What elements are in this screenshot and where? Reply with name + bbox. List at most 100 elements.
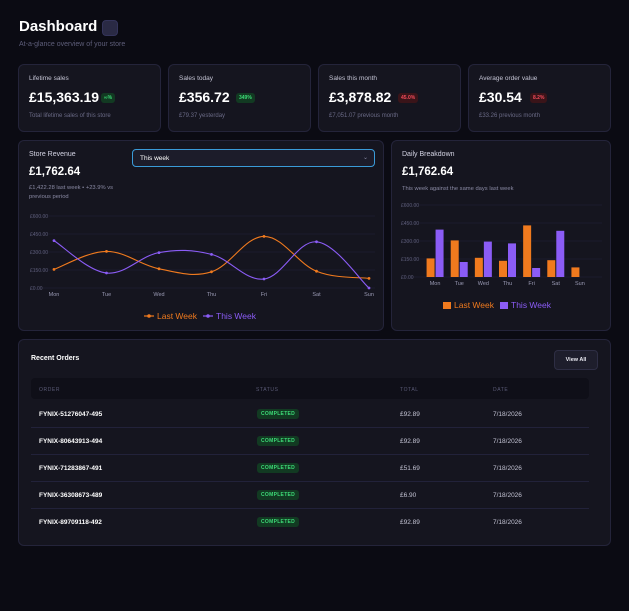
data-point[interactable] [52,268,56,271]
revenue-legend: Last Week This Week [144,311,256,321]
kpi-footnote: £7,051.07 previous month [329,113,399,119]
bar-this-week[interactable] [435,229,444,277]
bar-last-week[interactable] [571,267,580,277]
order-id[interactable]: FYNIX-51276047-495 [39,411,103,418]
trend-badge: 8.2% [530,93,548,103]
order-id[interactable]: FYNIX-71283867-491 [39,465,103,472]
order-total: £92.89 [400,519,420,526]
legend-marker-this-week [203,314,214,318]
data-point[interactable] [105,250,108,253]
order-id[interactable]: FYNIX-80643913-494 [39,438,103,445]
y-tick-label: £600.00 [30,214,48,220]
data-point[interactable] [210,270,213,274]
x-tick-label: Sat [312,292,321,298]
y-tick-label: £450.00 [401,221,419,227]
x-tick-label: Wed [478,281,489,287]
table-row[interactable]: FYNIX-36308673-489 COMPLETED £6.90 7/18/… [31,482,589,509]
data-point[interactable] [52,239,56,242]
bar-this-week[interactable] [508,243,516,277]
column-header-date[interactable]: DATE [493,387,509,393]
y-tick-label: £0.00 [401,275,414,281]
status-badge: COMPLETED [257,490,300,500]
order-id[interactable]: FYNIX-36308673-489 [39,492,103,499]
bar-this-week[interactable] [459,262,468,277]
table-header: ORDER STATUS TOTAL DATE [31,378,589,399]
table-row[interactable]: FYNIX-71283867-491 COMPLETED £51.69 7/18… [31,455,589,482]
store-revenue-panel: Store Revenue £1,762.64 £1,422.28 last w… [18,140,384,331]
status-badge: COMPLETED [257,409,300,419]
bar-this-week[interactable] [483,241,492,277]
x-tick-label: Thu [503,281,512,287]
order-id[interactable]: FYNIX-89709118-492 [39,519,102,526]
bar-last-week[interactable] [547,260,556,277]
y-tick-label: £300.00 [401,239,419,245]
data-point[interactable] [262,235,266,238]
legend-label: Last Week [157,311,198,321]
kpi-value: £356.72 [179,89,230,105]
trend-badge: 45.0% [398,93,419,103]
table-row[interactable]: FYNIX-51276047-495 COMPLETED £92.89 7/18… [31,401,589,428]
breakdown-subtitle: This week against the same days last wee… [402,186,514,192]
order-date: 7/18/2026 [493,411,522,418]
bar-last-week[interactable] [523,225,532,277]
bar-this-week[interactable] [532,268,541,277]
kpi-footnote: Total lifetime sales of this store [29,113,111,119]
legend-marker-last-week [144,314,154,318]
kpi-label: Average order value [479,75,538,82]
view-all-button[interactable]: View All [554,350,598,370]
data-point[interactable] [315,240,318,244]
table-row[interactable]: FYNIX-80643913-494 COMPLETED £92.89 7/18… [31,428,589,455]
kpi-card-sales-today: Sales today £356.72 349% £79.37 yesterda… [168,64,311,132]
y-tick-label: £150.00 [30,268,48,274]
table-row[interactable]: FYNIX-89709118-492 COMPLETED £92.89 7/18… [31,509,589,536]
order-total: £6.90 [400,492,417,499]
series-line-last-week [53,235,370,279]
legend-marker-this-week [500,301,509,309]
order-date: 7/18/2026 [493,465,522,472]
kpi-card-average-order-value: Average order value £30.54 8.2% £33.26 p… [468,64,611,132]
legend-marker-last-week [443,301,451,309]
x-tick-label: Sun [575,281,585,287]
column-header-order[interactable]: ORDER [39,387,61,393]
data-point[interactable] [157,251,161,254]
status-badge: COMPLETED [257,436,300,446]
data-point[interactable] [315,269,318,273]
bar-last-week[interactable] [474,257,483,277]
order-date: 7/18/2026 [493,492,522,499]
bar-last-week[interactable] [499,260,507,277]
order-date: 7/18/2026 [493,519,522,526]
revenue-comparison-line1: £1,422.28 last week • +23.9% vs [29,185,114,191]
column-header-status[interactable]: STATUS [256,387,279,393]
kpi-value: £30.54 [479,89,522,105]
data-point[interactable] [367,286,371,290]
chevron-down-icon: ⌄ [362,155,368,161]
data-point[interactable] [262,277,266,281]
data-point[interactable] [210,253,213,256]
bar-this-week[interactable] [556,230,565,277]
x-tick-label: Mon [49,292,60,298]
column-header-total[interactable]: TOTAL [400,387,419,393]
range-select[interactable]: This week ⌄ [132,149,375,167]
data-point[interactable] [105,271,108,275]
x-tick-label: Fri [261,292,267,298]
x-tick-label: Sun [364,292,374,298]
kpi-value: £3,878.82 [329,89,392,105]
x-tick-label: Sat [552,281,561,287]
y-tick-label: £600.00 [401,203,419,209]
panel-title: Daily Breakdown [402,151,455,158]
data-point[interactable] [367,277,371,280]
trend-badge: 349% [236,93,255,103]
legend-item-this-week: This Week [500,300,551,310]
bar-last-week[interactable] [450,240,459,277]
bar-last-week[interactable] [426,258,435,277]
square-icon [102,20,118,36]
panel-title: Store Revenue [29,151,76,158]
y-tick-label: £0.00 [30,286,43,292]
revenue-comparison-line2: previous period [29,194,69,200]
breakdown-legend: Last Week This Week [443,300,551,310]
panel-title: Recent Orders [31,355,80,362]
x-tick-label: Tue [455,281,464,287]
recent-orders-panel: Recent Orders View All ORDER STATUS TOTA… [18,339,611,546]
page-title: Dashboard [19,18,98,35]
data-point[interactable] [157,267,161,271]
